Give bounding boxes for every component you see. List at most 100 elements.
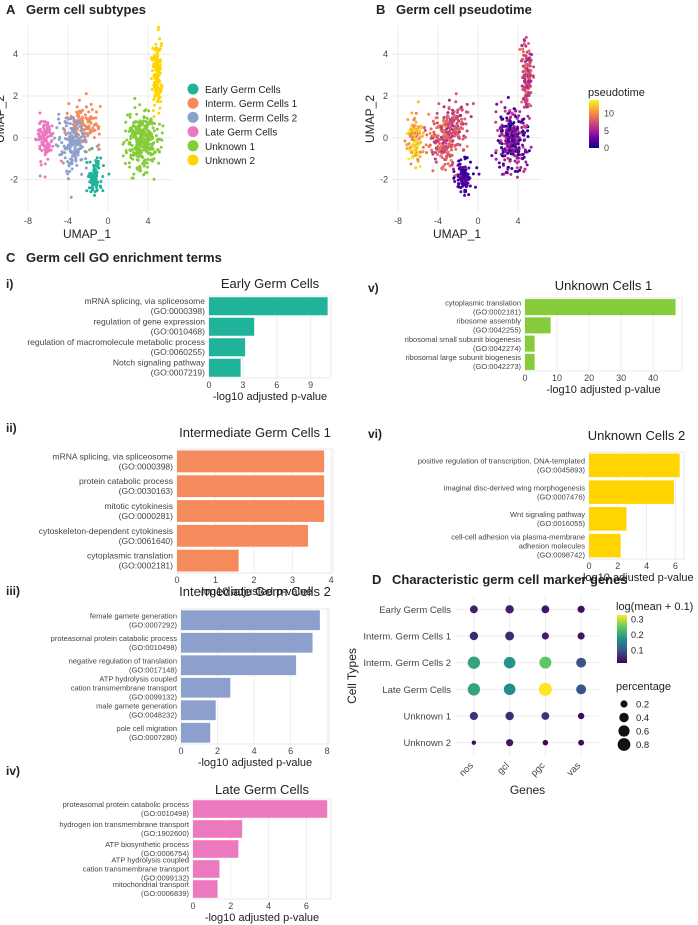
umap-point xyxy=(146,165,150,169)
umap-point xyxy=(456,111,460,115)
umap-point xyxy=(47,143,51,147)
umap-point xyxy=(531,74,535,78)
umap-point xyxy=(66,117,70,121)
umap-point xyxy=(442,105,446,109)
umap-point xyxy=(410,124,414,128)
umap-point xyxy=(459,113,463,117)
bar-category-label: ATP hydrolysis coupled xyxy=(111,856,189,865)
umap-point xyxy=(124,129,128,133)
umap-point xyxy=(516,125,520,129)
umap-point xyxy=(79,135,83,139)
umap-point xyxy=(447,98,451,102)
umap-point xyxy=(413,116,417,120)
umap-point xyxy=(101,189,105,193)
umap-point xyxy=(39,163,43,167)
umap-point xyxy=(129,134,133,138)
umap-point xyxy=(503,109,507,113)
bar xyxy=(177,524,308,547)
umap-point xyxy=(529,145,533,149)
bar-category-label: adhesion molecules xyxy=(519,541,586,550)
umap-point xyxy=(74,159,78,163)
umap-point xyxy=(455,121,459,125)
umap-point xyxy=(505,119,509,123)
cell-type-label: Interm. Germ Cells 2 xyxy=(363,658,451,669)
y-tick-label: 4 xyxy=(383,49,388,59)
y-axis-label: UMAP_2 xyxy=(0,95,7,143)
umap-point xyxy=(506,167,510,171)
umap-point xyxy=(450,163,454,167)
bar-category-label: (GO:0010468) xyxy=(151,327,206,337)
umap-point xyxy=(38,122,42,126)
umap-point xyxy=(152,115,156,119)
umap-point xyxy=(439,135,443,139)
umap-point xyxy=(99,156,103,160)
umap-point xyxy=(69,116,73,120)
umap-point xyxy=(145,170,149,174)
umap-point xyxy=(58,135,62,139)
umap-point xyxy=(38,111,42,115)
umap-point xyxy=(151,69,155,73)
umap-point xyxy=(454,128,458,132)
umap-point xyxy=(410,151,414,155)
umap-point xyxy=(430,148,434,152)
umap-point xyxy=(145,144,149,148)
umap-point xyxy=(435,139,439,143)
umap-point xyxy=(414,120,418,124)
umap-point xyxy=(498,134,502,138)
umap-point xyxy=(42,123,46,127)
umap-point xyxy=(127,129,131,133)
bar-category-label: negative regulation of translation xyxy=(69,656,177,665)
umap-point xyxy=(132,153,136,157)
umap-point xyxy=(138,154,142,158)
umap-point xyxy=(44,145,48,149)
umap-point xyxy=(144,125,148,129)
umap-point xyxy=(526,135,530,139)
x-tick-label: -8 xyxy=(394,216,402,226)
x-tick-label: 9 xyxy=(308,380,313,390)
cell-type-label: Interm. Germ Cells 1 xyxy=(363,632,451,643)
bar-category-label: (GO:0007219) xyxy=(151,368,206,378)
umap-point xyxy=(501,124,505,128)
umap-point xyxy=(150,147,154,151)
umap-point xyxy=(525,105,529,109)
umap-point xyxy=(521,47,525,51)
bar-chart-C-v: v) Unknown Cells 1 cytoplasmic translation… xyxy=(368,278,683,396)
umap-point xyxy=(451,120,455,124)
umap-point xyxy=(80,145,84,149)
umap-point xyxy=(506,132,510,136)
umap-point xyxy=(465,129,469,133)
umap-point xyxy=(408,148,412,152)
umap-point xyxy=(146,129,150,133)
umap-point xyxy=(125,138,129,142)
bar-category-label: (GO:0042274) xyxy=(473,344,521,353)
umap-point xyxy=(463,190,467,194)
umap-point xyxy=(79,158,83,162)
bar-category-label: cytoplasmic translation xyxy=(445,298,521,307)
x-axis-label: Genes xyxy=(510,783,545,797)
umap-point xyxy=(435,121,439,125)
umap-point xyxy=(466,181,470,185)
bar-category-label: cytoplasmic translation xyxy=(87,551,173,561)
dot xyxy=(503,656,516,669)
umap-point xyxy=(501,117,505,121)
umap-point xyxy=(503,158,507,162)
umap-point xyxy=(517,120,521,124)
umap-point xyxy=(127,142,131,146)
umap-point xyxy=(452,134,456,138)
umap-point xyxy=(135,151,139,155)
bar xyxy=(209,338,246,357)
umap-point xyxy=(515,166,519,170)
umap-point xyxy=(156,28,160,32)
umap-point xyxy=(444,168,448,172)
bar-category-label: ATP hydrolysis coupled xyxy=(99,674,177,683)
umap-point xyxy=(156,54,160,58)
dot xyxy=(541,632,549,640)
umap-point xyxy=(138,136,142,140)
umap-point xyxy=(475,166,479,170)
umap-point xyxy=(159,99,163,103)
umap-point xyxy=(507,111,511,115)
umap-point xyxy=(41,142,45,146)
umap-point xyxy=(461,166,465,170)
umap-point xyxy=(139,141,143,145)
umap-point xyxy=(85,160,89,164)
